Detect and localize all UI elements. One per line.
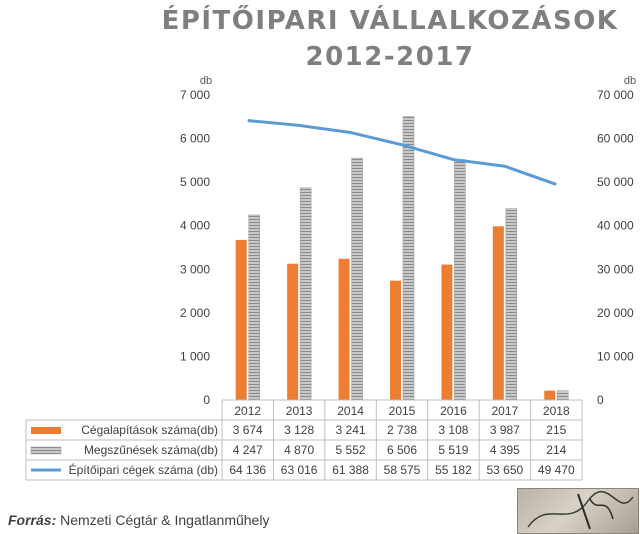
y-left-tick-label: 1 000 <box>180 349 210 363</box>
legend-label-closed: Megszűnések száma(db) <box>84 443 218 457</box>
y-right-tick-label: 60 000 <box>597 132 634 146</box>
y-left-tick-label: 3 000 <box>180 262 210 276</box>
category-label: 2015 <box>389 404 416 418</box>
y-left-tick-label: 5 000 <box>180 175 210 189</box>
bar-closed <box>299 187 312 401</box>
table-value-founded: 3 128 <box>284 423 314 437</box>
category-label: 2016 <box>440 404 467 418</box>
table-value-founded: 3 987 <box>490 423 520 437</box>
table-value-closed: 214 <box>546 443 566 457</box>
y-left-unit: db <box>200 75 212 87</box>
combo-chart: db db 0 1 000 2 000 3 000 4 000 5 000 6 000 7 000… <box>25 75 636 481</box>
table-value-founded: 215 <box>546 423 566 437</box>
table-value-closed: 5 552 <box>336 443 366 457</box>
table-value-companies: 61 388 <box>332 463 369 477</box>
category-label: 2013 <box>286 404 313 418</box>
y-right-tick-label: 70 000 <box>597 88 634 102</box>
bar-founded <box>544 390 556 400</box>
source-text: Nemzeti Cégtár & Ingatlanműhely <box>60 512 270 528</box>
table-value-companies: 55 182 <box>435 463 472 477</box>
line-companies <box>247 119 557 186</box>
table-value-companies: 49 470 <box>538 463 575 477</box>
bar-closed <box>402 116 415 401</box>
bar-founded <box>390 280 401 400</box>
y-right-unit: db <box>624 75 636 87</box>
bar-closed <box>505 208 518 401</box>
y-left-tick-label: 0 <box>203 393 210 407</box>
category-label: 2018 <box>543 404 570 418</box>
table-value-closed: 6 506 <box>387 443 417 457</box>
y-left-tick-label: 6 000 <box>180 132 210 146</box>
table-value-companies: 63 016 <box>281 463 318 477</box>
chart-title-line1: ÉPÍTŐIPARI VÁLLALKOZÁSOK <box>161 6 619 36</box>
table-value-founded: 3 241 <box>336 423 366 437</box>
legend-swatch-closed <box>30 446 62 455</box>
category-label: 2012 <box>234 404 261 418</box>
bar-founded <box>492 226 504 400</box>
bar-closed <box>351 157 363 401</box>
y-right-tick-label: 0 <box>597 393 604 407</box>
y-right-tick-label: 50 000 <box>597 175 634 189</box>
chart-title-line2: 2012-2017 <box>305 42 475 72</box>
table-value-closed: 4 395 <box>490 443 520 457</box>
legend-swatch-founded <box>31 427 61 434</box>
category-label: 2017 <box>492 404 519 418</box>
y-right-tick-label: 40 000 <box>597 219 634 233</box>
legend-label-companies: Építőipari cégek száma (db) <box>69 462 218 477</box>
ingatlanmuhely-logo <box>517 488 639 534</box>
table-value-founded: 2 738 <box>387 423 417 437</box>
bar-founded <box>235 239 247 400</box>
category-label: 2014 <box>337 404 364 418</box>
table-value-closed: 4 870 <box>284 443 314 457</box>
y-right-tick-label: 20 000 <box>597 306 634 320</box>
table-value-companies: 53 650 <box>487 463 524 477</box>
table-value-founded: 3 674 <box>233 423 263 437</box>
bar-closed <box>248 214 260 401</box>
bar-founded <box>287 263 299 400</box>
y-left-tick-label: 4 000 <box>180 219 210 233</box>
bar-closed <box>454 159 466 401</box>
table-value-companies: 58 575 <box>384 463 421 477</box>
y-left-tick-label: 7 000 <box>180 88 210 102</box>
y-right-tick-label: 10 000 <box>597 349 634 363</box>
bar-closed <box>557 390 569 401</box>
y-right-tick-label: 30 000 <box>597 262 634 276</box>
y-left-tick-label: 2 000 <box>180 306 210 320</box>
table-value-closed: 5 519 <box>438 443 468 457</box>
bar-founded <box>441 264 453 400</box>
source-label: Forrás: <box>8 512 57 528</box>
table-value-founded: 3 108 <box>438 423 468 437</box>
bar-founded <box>338 258 350 400</box>
legend-label-founded: Cégalapítások száma(db) <box>81 423 218 437</box>
source-note: Forrás: Nemzeti Cégtár & Ingatlanműhely <box>8 512 269 528</box>
table-value-closed: 4 247 <box>233 443 263 457</box>
table-value-companies: 64 136 <box>229 463 266 477</box>
